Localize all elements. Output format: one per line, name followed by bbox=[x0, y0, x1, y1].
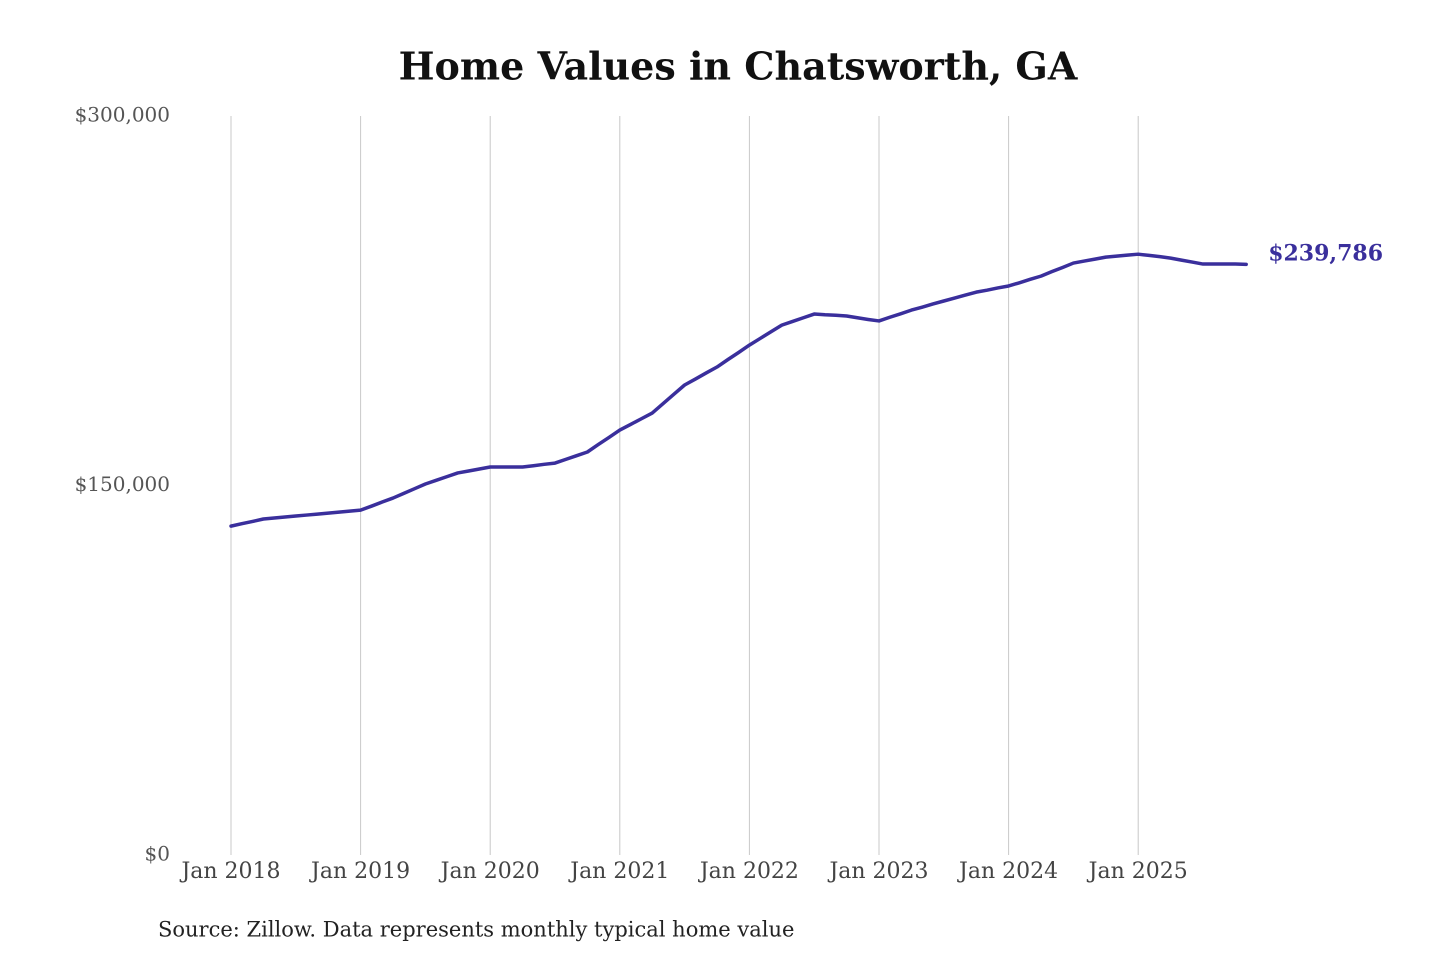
x-tick-label: Jan 2020 bbox=[439, 859, 540, 884]
value-label: $239,786 bbox=[1268, 240, 1383, 266]
x-tick-label: Jan 2024 bbox=[957, 859, 1058, 884]
x-tick-label: Jan 2021 bbox=[568, 859, 669, 884]
x-tick-label: Jan 2023 bbox=[827, 859, 928, 884]
y-tick-label: $0 bbox=[145, 842, 170, 866]
x-tick-label: Jan 2025 bbox=[1087, 859, 1188, 884]
line bbox=[229, 252, 1248, 528]
x-tick-label: Jan 2019 bbox=[309, 859, 410, 884]
chart-title: Home Values in Chatsworth, GA bbox=[399, 44, 1078, 89]
y-tick-label: $150,000 bbox=[75, 472, 170, 496]
x-tick-label: Jan 2022 bbox=[698, 859, 799, 884]
caption: Source: Zillow. Data represents monthly … bbox=[158, 918, 794, 942]
y-tick-label: $300,000 bbox=[75, 103, 170, 127]
x-tick-label: Jan 2018 bbox=[179, 859, 280, 884]
